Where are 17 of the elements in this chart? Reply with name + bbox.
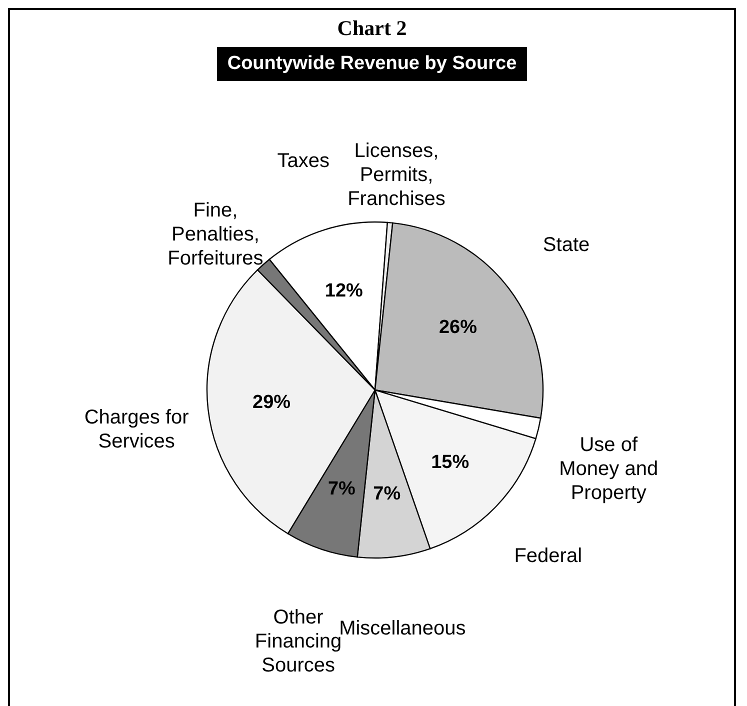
data-label: 7% [373,483,401,504]
data-label: 7% [328,478,356,500]
slice-label: Licenses, Permits, Franchises [348,140,446,210]
slice-label: Federal [514,545,582,568]
slice-label: State [542,234,590,256]
data-label: 12% [324,280,364,302]
slice-label: Taxes [277,150,330,172]
slice-label: Charges for Services [84,406,190,452]
data-label: 29% [252,392,291,413]
slice-label: Use of Money and Property [559,434,658,504]
slice-label: Miscellaneous [339,617,466,640]
chart-subtitle: Countywide Revenue by Source [217,47,527,81]
slice-label: Other Financing Sources [254,606,342,676]
slice-label: Fine, Penalties, Forfeitures [168,200,264,270]
data-label: 26% [438,317,478,338]
chart-title: Chart 2 [336,16,408,41]
data-label: 15% [431,452,470,474]
